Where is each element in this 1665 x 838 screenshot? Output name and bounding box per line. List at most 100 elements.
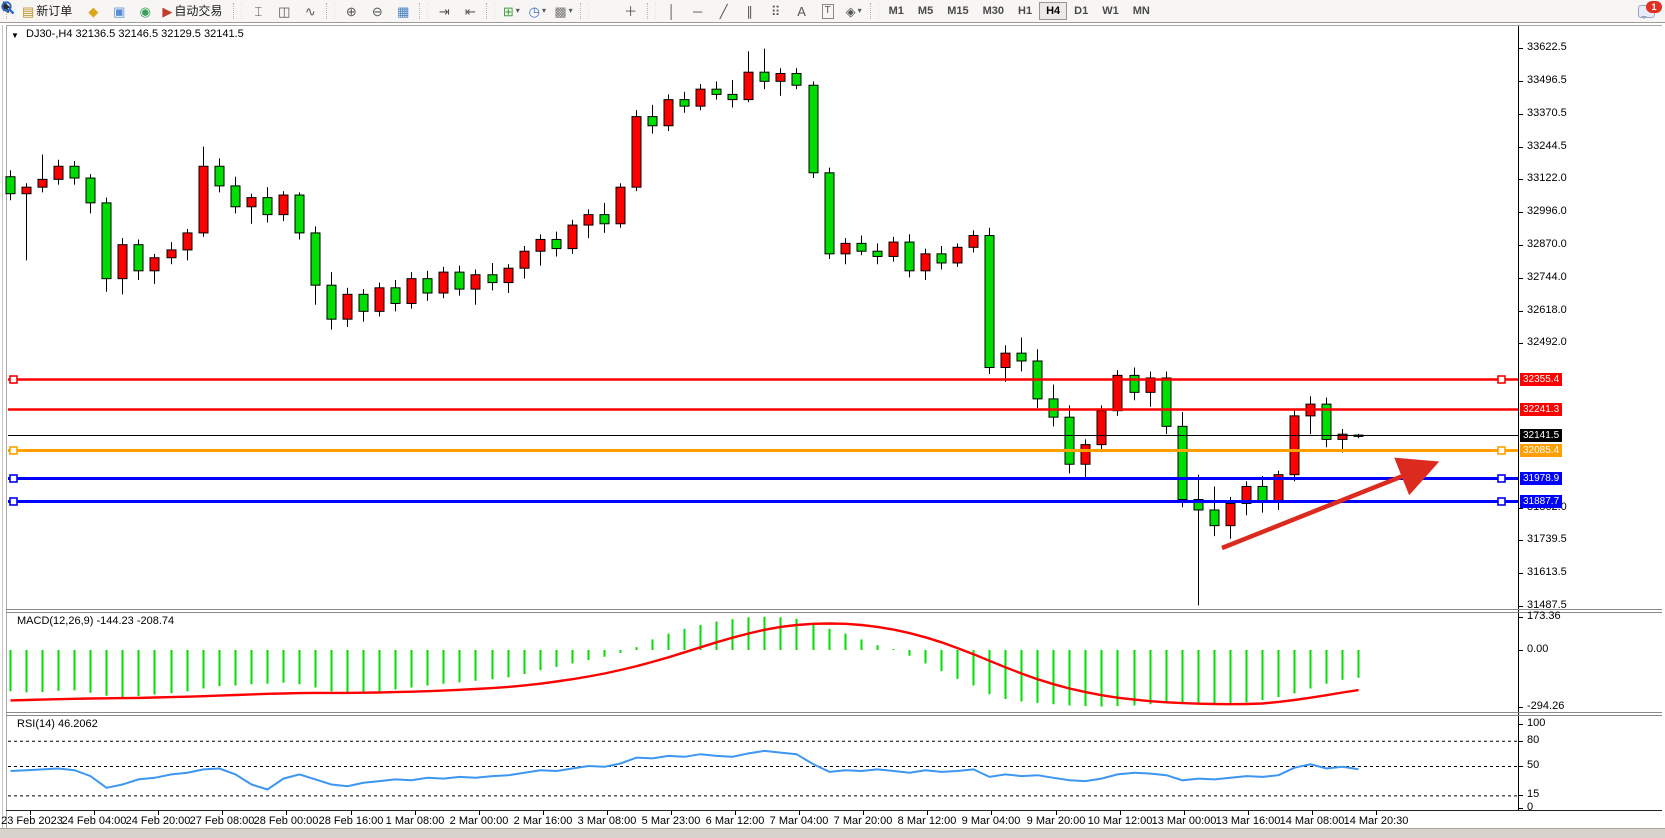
funnel-icon[interactable]: ◆ bbox=[81, 1, 105, 22]
time-tick-label: 28 Feb 00:00 bbox=[253, 815, 319, 827]
signals-icon-glyph: ◉ bbox=[139, 3, 151, 19]
line-handle[interactable] bbox=[9, 497, 18, 506]
chart-shift-icon[interactable]: ⇤ bbox=[458, 1, 482, 22]
zoom-out-icon-glyph: ⊖ bbox=[371, 3, 383, 19]
timeframe-button-h1[interactable]: H1 bbox=[1018, 5, 1033, 17]
candle-down bbox=[69, 165, 80, 179]
trend-arrow[interactable] bbox=[1221, 457, 1440, 551]
axis-tick-label: 80 bbox=[1527, 734, 1540, 746]
line-handle[interactable] bbox=[9, 474, 18, 483]
candle-up bbox=[53, 165, 64, 180]
signals-icon[interactable]: ◉ bbox=[133, 1, 157, 22]
candle-up bbox=[438, 271, 449, 294]
candle-down bbox=[390, 287, 401, 304]
candle-down bbox=[326, 284, 337, 320]
candlestick-icon[interactable]: ◫ bbox=[272, 1, 296, 22]
candle-down bbox=[358, 293, 369, 312]
text-icon[interactable]: A bbox=[790, 1, 814, 22]
candle-up bbox=[888, 241, 899, 257]
candle-down bbox=[310, 232, 321, 286]
search-icon[interactable] bbox=[1, 1, 1633, 22]
line-handle[interactable] bbox=[1497, 497, 1506, 506]
macd-indicator[interactable] bbox=[9, 616, 1360, 707]
candlestick-icon-glyph: ◫ bbox=[278, 3, 291, 19]
candle-down bbox=[454, 271, 465, 290]
candle-up bbox=[246, 197, 257, 208]
candle-up bbox=[37, 178, 48, 188]
candle-up bbox=[342, 293, 353, 320]
timeframe-button-m15[interactable]: M15 bbox=[947, 5, 969, 17]
auto-scroll-icon[interactable]: ⇥ bbox=[432, 1, 456, 22]
timeframe-button-m1[interactable]: M1 bbox=[888, 5, 904, 17]
candlestick-series[interactable] bbox=[5, 48, 1364, 606]
zoom-out-icon[interactable]: ⊖ bbox=[365, 1, 389, 22]
fibonacci-icon-glyph: ⠿ bbox=[770, 3, 781, 19]
tile-windows-icon[interactable]: ▦ bbox=[391, 1, 415, 22]
line-chart-icon[interactable]: ∿ bbox=[298, 1, 322, 22]
vertical-line-icon[interactable]: │ bbox=[660, 1, 684, 22]
time-tick-label: 14 Mar 20:30 bbox=[1343, 815, 1409, 827]
line-handle[interactable] bbox=[9, 375, 18, 384]
timeframe-button-m30[interactable]: M30 bbox=[982, 5, 1005, 17]
candle-up bbox=[535, 238, 546, 252]
candle-down bbox=[984, 235, 995, 369]
candle-down bbox=[5, 176, 16, 195]
symbol-ohlc-line: DJ30-,H4 32136.5 32146.5 32129.5 32141.5 bbox=[26, 28, 244, 40]
auto-trading-button[interactable]: ▶ 自动交易 bbox=[159, 1, 229, 22]
dropdown-caret-icon[interactable]: ▾ bbox=[541, 6, 546, 15]
new-order-button[interactable]: ▤ 新订单 bbox=[19, 1, 79, 22]
line-handle[interactable] bbox=[1497, 375, 1506, 384]
candle-down bbox=[727, 93, 738, 101]
zoom-in-icon[interactable]: ⊕ bbox=[339, 1, 363, 22]
dropdown-caret-icon[interactable]: ▾ bbox=[568, 6, 573, 15]
toolbar-grip bbox=[326, 3, 336, 19]
fibonacci-icon[interactable]: ⠿ bbox=[764, 1, 788, 22]
line-handle[interactable] bbox=[1497, 446, 1506, 455]
new-chart-icon[interactable]: ⊞ ▾ bbox=[499, 1, 523, 22]
ohlc-bars-icon[interactable]: ⌶ bbox=[246, 1, 270, 22]
shapes-icon[interactable]: ◈ ▾ bbox=[842, 1, 866, 22]
period-clock-icon[interactable]: ◷ ▾ bbox=[525, 1, 549, 22]
candle-down bbox=[904, 241, 915, 272]
trendline-icon[interactable]: ╱ bbox=[712, 1, 736, 22]
toolbar-grip bbox=[646, 3, 656, 19]
candle-down bbox=[551, 238, 562, 250]
text-label-icon[interactable]: T bbox=[816, 1, 840, 22]
funnel-icon-glyph: ◆ bbox=[88, 3, 99, 19]
candle-up bbox=[1096, 410, 1107, 446]
timeframe-button-mn[interactable]: MN bbox=[1132, 5, 1150, 17]
candle-up bbox=[1145, 377, 1156, 393]
crosshair-icon[interactable]: ＋ bbox=[619, 1, 643, 22]
template-icon[interactable]: ▩ ▾ bbox=[551, 1, 575, 22]
dropdown-caret-icon[interactable]: ▾ bbox=[515, 6, 520, 15]
cursor-icon[interactable] bbox=[3, 1, 617, 22]
dropdown-caret-icon[interactable]: ▾ bbox=[857, 6, 862, 15]
candle-up bbox=[278, 194, 289, 216]
chart-dropdown-caret[interactable]: ▼ bbox=[11, 31, 19, 40]
equidistant-channel-icon[interactable]: ∥ bbox=[738, 1, 762, 22]
rsi-indicator[interactable] bbox=[8, 740, 1518, 797]
candle-down bbox=[85, 177, 96, 204]
candle-up bbox=[567, 224, 578, 250]
window-bottom-edge bbox=[0, 828, 1665, 838]
timeframe-button-m5[interactable]: M5 bbox=[917, 5, 934, 17]
vertical-line-icon-glyph: │ bbox=[667, 3, 676, 19]
template-icon-glyph: ▩ bbox=[554, 3, 567, 19]
timeframe-button-w1[interactable]: W1 bbox=[1102, 5, 1119, 17]
line-handle[interactable] bbox=[9, 446, 18, 455]
candle-up bbox=[631, 116, 642, 188]
new-order-button-label: 新订单 bbox=[36, 4, 73, 18]
candle-up bbox=[1080, 444, 1091, 465]
candle-down bbox=[294, 194, 305, 234]
candle-down bbox=[872, 250, 883, 257]
rsi-label: RSI(14) 46.2062 bbox=[17, 718, 98, 730]
axis-tick-label: 31613.5 bbox=[1527, 566, 1567, 578]
timeframe-button-h4[interactable]: H4 bbox=[1039, 2, 1068, 20]
line-handle[interactable] bbox=[1497, 474, 1506, 483]
terminal-icon[interactable]: ▣ bbox=[107, 1, 131, 22]
chat-button[interactable]: 1 bbox=[1638, 0, 1662, 18]
horizontal-line-icon[interactable]: ─ bbox=[686, 1, 710, 22]
timeframe-button-d1[interactable]: D1 bbox=[1074, 5, 1089, 17]
candle-down bbox=[1048, 398, 1059, 418]
